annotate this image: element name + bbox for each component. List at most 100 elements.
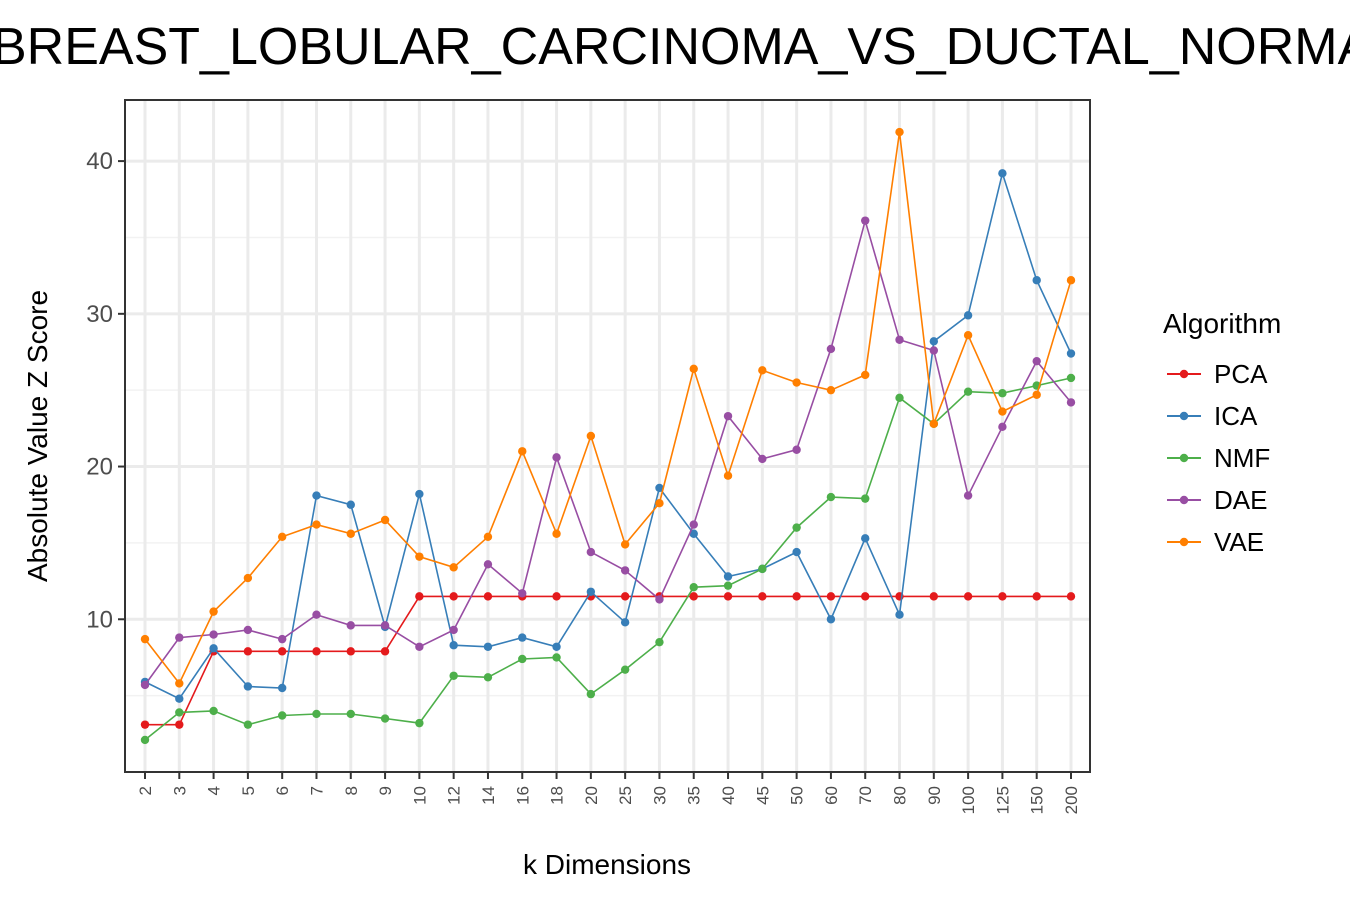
data-point-pca — [312, 647, 321, 656]
data-point-ica — [243, 682, 253, 691]
data-point-dae — [483, 560, 493, 569]
data-point-vae — [861, 370, 870, 380]
data-point-pca — [346, 647, 355, 656]
data-point-nmf — [963, 387, 973, 396]
data-point-ica — [1032, 276, 1041, 285]
x-tick-label: 2 — [136, 786, 155, 795]
data-point-ica — [826, 615, 836, 624]
data-point-vae — [415, 552, 424, 561]
data-point-pca — [963, 592, 973, 601]
data-point-dae — [175, 633, 184, 642]
data-point-nmf — [689, 583, 698, 592]
data-point-vae — [826, 385, 836, 395]
chart-title: BREAST_LOBULAR_CARCINOMA_VS_DUCTAL_NORMA… — [0, 18, 1350, 76]
data-point-dae — [655, 595, 664, 604]
series-line-nmf — [144, 377, 1072, 741]
data-point-nmf — [175, 708, 184, 717]
data-point-pca — [998, 592, 1007, 601]
x-tick-label: 9 — [376, 786, 395, 795]
data-point-dae — [929, 346, 939, 355]
data-point-dae — [895, 335, 904, 344]
data-point-vae — [620, 540, 630, 549]
plot-panel-border — [124, 99, 1091, 773]
legend-label-vae: VAE — [1214, 527, 1264, 557]
x-tick-label: 10 — [410, 786, 429, 805]
data-point-nmf — [312, 709, 321, 719]
data-point-pca — [380, 647, 390, 656]
data-point-pca — [689, 592, 698, 601]
x-tick-label: 5 — [239, 786, 258, 795]
data-point-vae — [1066, 276, 1076, 285]
data-point-vae — [895, 127, 904, 137]
data-point-nmf — [277, 711, 287, 720]
data-point-pca — [449, 592, 458, 601]
data-point-dae — [243, 625, 253, 635]
data-point-dae — [620, 566, 630, 575]
legend-label-nmf: NMF — [1214, 443, 1270, 473]
data-point-vae — [689, 364, 698, 373]
data-point-vae — [243, 573, 253, 583]
legend: Algorithm PCA ICA NMF DAE VAE — [1163, 308, 1281, 557]
data-point-nmf — [895, 393, 904, 403]
data-point-dae — [415, 642, 424, 651]
data-point-vae — [312, 520, 321, 529]
data-point-pca — [792, 592, 801, 601]
data-point-ica — [552, 642, 561, 651]
data-point-vae — [792, 378, 801, 387]
data-point-nmf — [826, 492, 836, 502]
data-point-pca — [483, 592, 493, 601]
x-axis-title: k Dimensions — [523, 849, 691, 880]
data-point-ica — [620, 618, 630, 627]
data-point-vae — [723, 471, 733, 480]
data-point-nmf — [449, 671, 458, 680]
data-point-pca — [243, 647, 253, 656]
y-tick-label: 10 — [86, 606, 113, 633]
y-tick-label: 30 — [86, 301, 113, 328]
data-point-nmf — [415, 718, 424, 728]
data-point-nmf — [723, 581, 733, 590]
x-tick-label: 80 — [891, 786, 910, 805]
data-point-ica — [1066, 349, 1076, 358]
grid-lines — [125, 100, 1090, 772]
data-point-dae — [518, 589, 527, 598]
data-point-nmf — [586, 689, 596, 699]
x-tick-label: 40 — [719, 786, 738, 805]
data-point-nmf — [792, 523, 801, 532]
data-point-pca — [861, 592, 870, 601]
data-point-nmf — [243, 720, 253, 729]
x-tick-label: 50 — [788, 786, 807, 805]
x-tick-label: 6 — [273, 786, 292, 795]
data-point-nmf — [861, 494, 870, 503]
data-point-ica — [929, 337, 939, 346]
data-point-dae — [1032, 356, 1041, 366]
data-point-ica — [312, 491, 321, 500]
data-point-dae — [312, 610, 321, 619]
legend-key-point — [1179, 411, 1189, 421]
data-point-ica — [792, 547, 801, 557]
y-axis-title: Absolute Value Z Score — [22, 290, 53, 582]
data-point-dae — [826, 344, 836, 354]
data-point-vae — [655, 499, 664, 508]
data-point-pca — [620, 592, 630, 601]
data-point-vae — [963, 331, 973, 340]
legend-label-pca: PCA — [1214, 359, 1268, 389]
x-tick-label: 18 — [548, 786, 567, 805]
data-point-pca — [277, 647, 287, 656]
x-tick-label: 8 — [342, 786, 361, 795]
x-tick-label: 35 — [685, 786, 704, 805]
data-point-pca — [758, 592, 767, 601]
data-point-vae — [209, 607, 218, 616]
data-point-dae — [723, 411, 733, 421]
data-point-dae — [963, 491, 973, 500]
x-tick-label: 150 — [1028, 786, 1047, 814]
data-point-pca — [140, 720, 150, 729]
x-tick-label: 7 — [308, 786, 327, 795]
legend-key-point — [1179, 537, 1189, 547]
data-point-nmf — [1066, 373, 1076, 383]
data-point-vae — [380, 515, 390, 525]
data-point-pca — [1066, 592, 1076, 601]
data-point-dae — [277, 634, 287, 644]
data-point-vae — [449, 563, 458, 572]
data-point-dae — [346, 621, 355, 630]
data-point-ica — [483, 642, 493, 651]
